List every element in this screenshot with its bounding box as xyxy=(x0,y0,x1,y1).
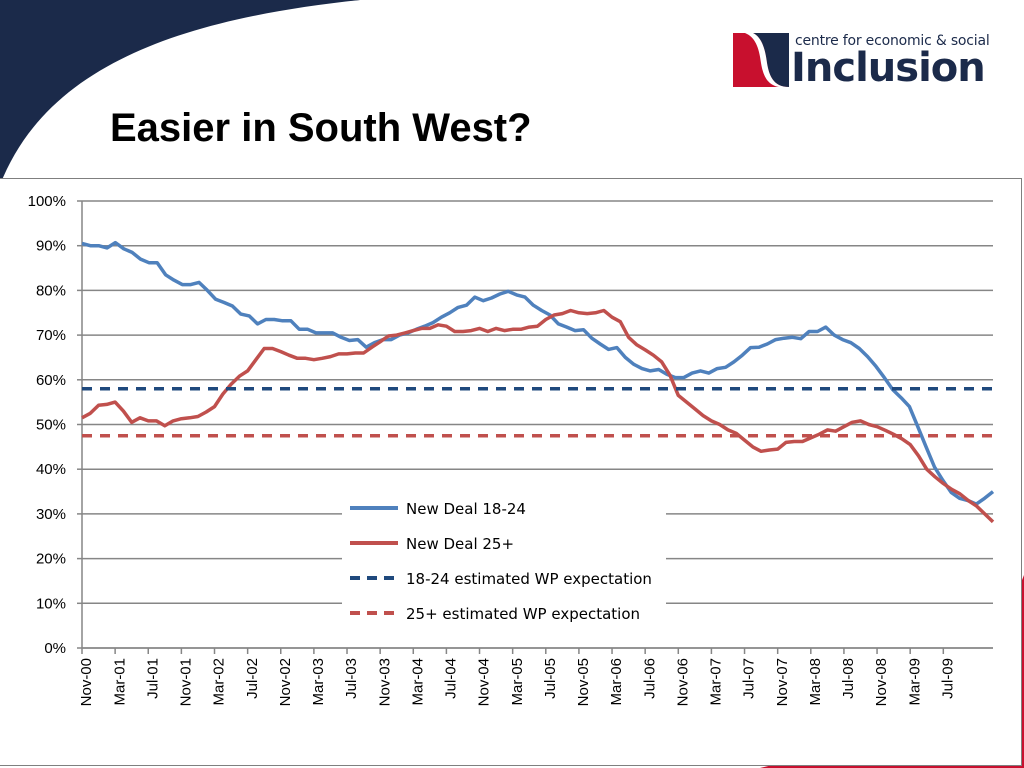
series-lines xyxy=(81,240,995,524)
x-axis xyxy=(81,201,993,649)
cesi-logo: centre for economic & social Inclusion xyxy=(733,33,990,91)
x-tick-label: Jul-09 xyxy=(939,658,956,699)
y-tick-label: 0% xyxy=(44,640,66,657)
legend-label-1: New Deal 25+ xyxy=(406,535,514,553)
y-tick-label: 10% xyxy=(36,595,66,612)
y-tick-label: 40% xyxy=(36,461,66,478)
x-tick-label: Nov-05 xyxy=(575,658,592,706)
y-tick-label: 90% xyxy=(36,238,66,255)
x-tick-label: Jul-03 xyxy=(343,658,360,699)
y-tick-label: 70% xyxy=(36,327,66,344)
legend-label-3: 25+ estimated WP expectation xyxy=(406,605,640,623)
x-tick-label: Mar-03 xyxy=(310,658,327,706)
x-tick-label: Mar-04 xyxy=(409,658,426,706)
x-tick-label: Nov-03 xyxy=(376,658,393,706)
logo-big-text: Inclusion xyxy=(791,45,986,91)
y-tick-label: 30% xyxy=(36,506,66,523)
corner-swoosh-inner xyxy=(0,0,360,175)
x-axis-ticks: Nov-00 Mar-01 Jul-01 Nov-01 Mar-02 Jul-02 Nov-… xyxy=(78,648,956,706)
legend-label-0: New Deal 18-24 xyxy=(406,500,526,518)
x-tick-label: Jul-02 xyxy=(244,658,261,699)
y-axis-ticks: 0% 10% 20% 30% 40% 50% 60% 70% 80% 90% 100% xyxy=(28,193,82,657)
x-tick-label: Nov-04 xyxy=(476,658,493,706)
y-tick-label: 20% xyxy=(36,551,66,568)
x-tick-label: Jul-07 xyxy=(741,658,758,699)
y-tick-label: 50% xyxy=(36,417,66,434)
legend-box xyxy=(342,490,666,632)
x-tick-label: Nov-02 xyxy=(277,658,294,706)
y-tick-label: 60% xyxy=(36,372,66,389)
x-tick-label: Jul-06 xyxy=(641,658,658,699)
y-tick-label: 100% xyxy=(28,193,66,210)
series-line-1 xyxy=(81,308,995,524)
series-line-0 xyxy=(81,240,995,506)
x-tick-label: Mar-06 xyxy=(608,658,625,706)
x-tick-label: Nov-08 xyxy=(873,658,890,706)
chart-legend: New Deal 18-24 New Deal 25+ 18-24 estimate… xyxy=(342,490,666,632)
x-tick-label: Jul-04 xyxy=(443,658,460,699)
x-tick-label: Mar-08 xyxy=(807,658,824,706)
x-tick-label: Nov-07 xyxy=(774,658,791,706)
x-tick-label: Jul-08 xyxy=(840,658,857,699)
x-tick-label: Mar-07 xyxy=(708,658,725,706)
line-chart: 0% 10% 20% 30% 40% 50% 60% 70% 80% 90% 100% Nov-00… xyxy=(28,193,995,706)
x-tick-label: Mar-02 xyxy=(211,658,228,706)
legend-label-2: 18-24 estimated WP expectation xyxy=(406,570,652,588)
x-tick-label: Mar-09 xyxy=(906,658,923,706)
x-tick-label: Jul-05 xyxy=(542,658,559,699)
y-tick-label: 80% xyxy=(36,282,66,299)
x-tick-label: Nov-01 xyxy=(178,658,195,706)
logo-mark-icon xyxy=(733,33,789,87)
x-tick-label: Mar-01 xyxy=(111,658,128,706)
slide-title: Easier in South West? xyxy=(110,106,532,150)
x-tick-label: Nov-06 xyxy=(674,658,691,706)
x-tick-label: Mar-05 xyxy=(509,658,526,706)
x-tick-label: Nov-00 xyxy=(78,658,95,706)
x-tick-label: Jul-01 xyxy=(144,658,161,699)
logo-small-text: centre for economic & social xyxy=(795,33,990,49)
